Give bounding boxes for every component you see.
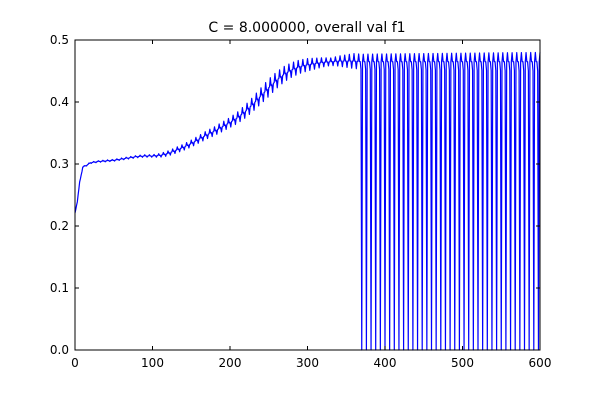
x-tick-label: 0: [71, 356, 79, 370]
x-tick-label: 600: [529, 356, 552, 370]
y-tick-label: 0.5: [50, 33, 69, 47]
chart-title: C = 8.000000, overall val f1: [208, 20, 405, 36]
y-tick-label: 0.2: [50, 219, 69, 233]
series-layer: [74, 51, 541, 351]
ticks-layer: 0 100 200 300 400 500 600 0.0 0.1 0.2 0.3 0.4 0.5: [50, 33, 552, 370]
y-tick-label: 0.4: [50, 95, 69, 109]
y-tick-label: 0.0: [50, 343, 69, 357]
series-line: [74, 51, 541, 351]
x-tick-label: 100: [141, 356, 164, 370]
x-tick-label: 400: [374, 356, 397, 370]
x-tick-label: 200: [219, 356, 242, 370]
y-tick-label: 0.3: [50, 157, 69, 171]
x-tick-label: 500: [451, 356, 474, 370]
x-tick-label: 300: [296, 356, 319, 370]
y-tick-label: 0.1: [50, 281, 69, 295]
plot-area: [75, 40, 540, 350]
